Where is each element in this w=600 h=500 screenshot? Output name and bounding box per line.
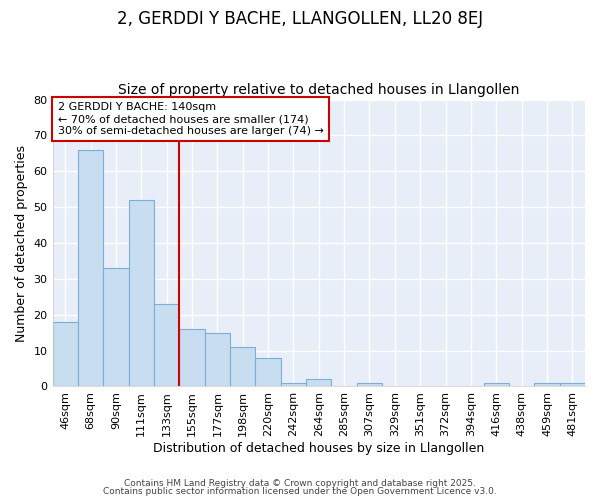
Bar bbox=[256, 358, 281, 386]
Title: Size of property relative to detached houses in Llangollen: Size of property relative to detached ho… bbox=[118, 83, 520, 97]
Text: 2, GERDDI Y BACHE, LLANGOLLEN, LL20 8EJ: 2, GERDDI Y BACHE, LLANGOLLEN, LL20 8EJ bbox=[117, 10, 483, 28]
X-axis label: Distribution of detached houses by size in Llangollen: Distribution of detached houses by size … bbox=[153, 442, 484, 455]
Bar bbox=[154, 304, 179, 386]
Bar bbox=[306, 380, 331, 386]
Y-axis label: Number of detached properties: Number of detached properties bbox=[15, 144, 28, 342]
Bar bbox=[205, 332, 230, 386]
Bar bbox=[53, 322, 78, 386]
Text: Contains HM Land Registry data © Crown copyright and database right 2025.: Contains HM Land Registry data © Crown c… bbox=[124, 478, 476, 488]
Bar bbox=[103, 268, 128, 386]
Bar bbox=[281, 383, 306, 386]
Bar bbox=[484, 383, 509, 386]
Bar bbox=[128, 200, 154, 386]
Bar bbox=[357, 383, 382, 386]
Bar bbox=[78, 150, 103, 386]
Text: 2 GERDDI Y BACHE: 140sqm
← 70% of detached houses are smaller (174)
30% of semi-: 2 GERDDI Y BACHE: 140sqm ← 70% of detach… bbox=[58, 102, 324, 136]
Text: Contains public sector information licensed under the Open Government Licence v3: Contains public sector information licen… bbox=[103, 487, 497, 496]
Bar bbox=[534, 383, 560, 386]
Bar bbox=[179, 329, 205, 386]
Bar bbox=[560, 383, 585, 386]
Bar bbox=[230, 347, 256, 387]
